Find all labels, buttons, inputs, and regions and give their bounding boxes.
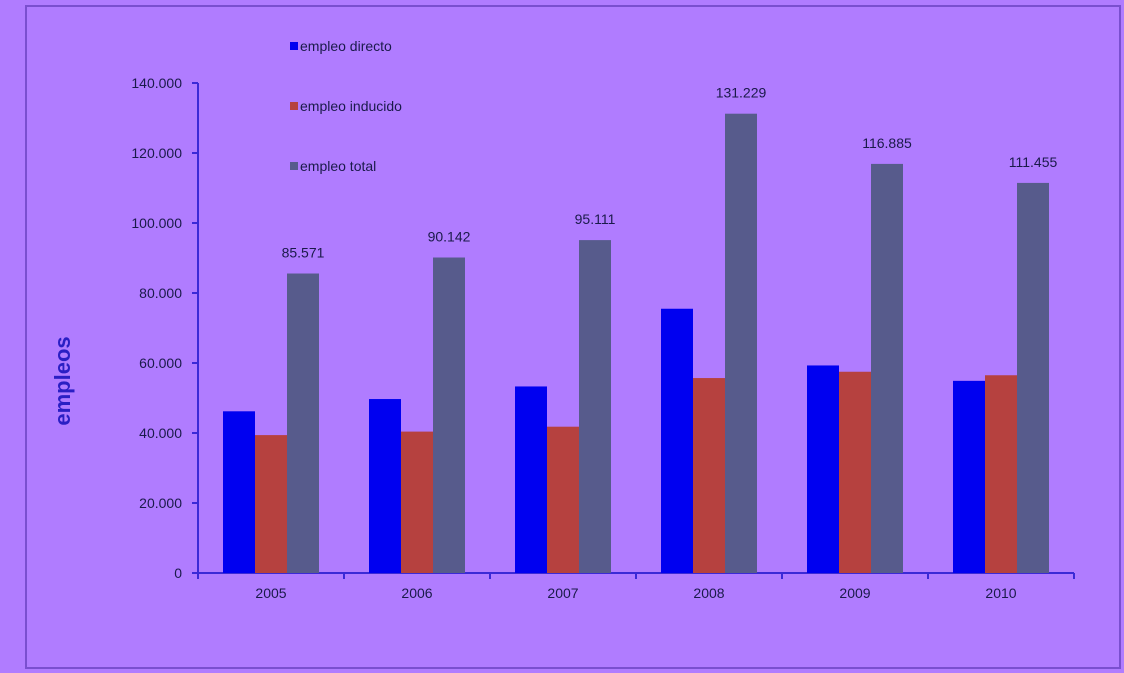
data-label: 85.571 (282, 245, 325, 261)
x-tick-label: 2010 (985, 585, 1016, 601)
y-tick-label: 40.000 (139, 425, 182, 441)
data-label: 90.142 (428, 229, 471, 245)
legend-label: empleo total (300, 158, 376, 174)
bar (401, 431, 433, 573)
x-tick-label: 2007 (547, 585, 578, 601)
y-tick-label: 60.000 (139, 355, 182, 371)
data-label: 95.111 (575, 211, 616, 227)
bar (725, 113, 757, 574)
bar (255, 435, 287, 573)
y-tick-label: 80.000 (139, 285, 182, 301)
bar (871, 163, 903, 573)
y-tick-label: 0 (174, 565, 182, 581)
x-axis: 2005 2006 2007 2008 2009 2010 (197, 572, 1075, 601)
y-tick-label: 20.000 (139, 495, 182, 511)
bar (223, 411, 255, 573)
bar (1017, 182, 1049, 573)
x-tick-label: 2008 (693, 585, 724, 601)
x-tick-label: 2006 (401, 585, 432, 601)
bar (515, 386, 547, 573)
legend-label: empleo directo (300, 38, 392, 54)
x-tick-label: 2009 (839, 585, 870, 601)
bar (433, 257, 465, 573)
y-axis: 0 20.000 40.000 60.000 80.000 100.000 120.000 1… (131, 75, 199, 581)
y-tick-label: 140.000 (131, 75, 182, 91)
data-label: 131.229 (716, 85, 767, 101)
bar (807, 365, 839, 573)
bar (547, 426, 579, 573)
plot-border (25, 5, 1121, 669)
bar (953, 380, 985, 573)
bar (693, 378, 725, 573)
bars (223, 113, 1049, 574)
y-axis-label: empleos (50, 336, 75, 425)
bar (579, 240, 611, 573)
bar (661, 308, 693, 573)
bar (369, 399, 401, 573)
legend-label: empleo inducido (300, 98, 402, 114)
legend-swatch (290, 42, 298, 50)
data-labels: 85.571 90.142 95.111 131.229 116.885 111.455 (282, 85, 1058, 261)
legend-swatch (290, 102, 298, 110)
bar (985, 375, 1017, 573)
legend-swatch (290, 162, 298, 170)
bar (839, 371, 871, 573)
y-tick-label: 120.000 (131, 145, 182, 161)
data-label: 111.455 (1009, 154, 1058, 170)
legend: empleo directo empleo inducido empleo tota… (290, 38, 402, 174)
data-label: 116.885 (862, 135, 912, 151)
x-tick-label: 2005 (255, 585, 286, 601)
bar (287, 273, 319, 573)
y-tick-label: 100.000 (131, 215, 182, 231)
